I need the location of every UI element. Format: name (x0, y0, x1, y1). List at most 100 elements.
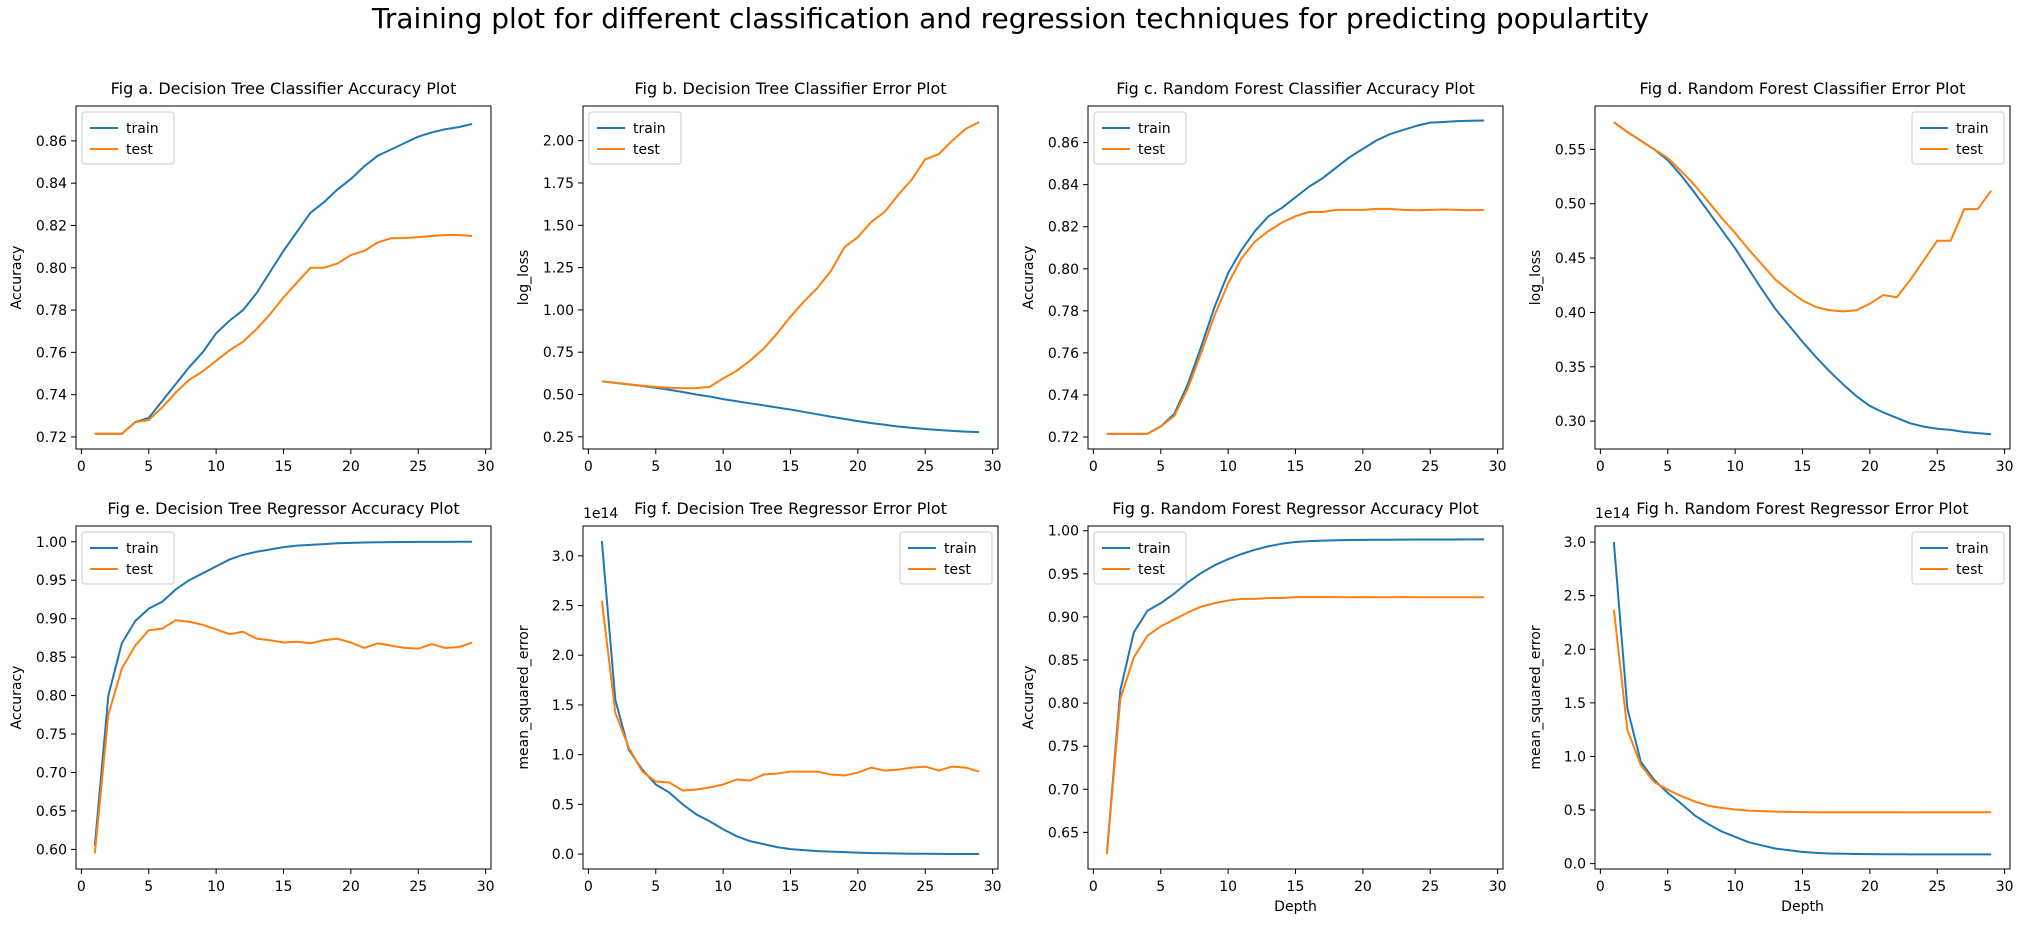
y-tick-label: 0.84 (36, 176, 67, 192)
y-axis-label: log_loss (516, 250, 532, 305)
x-tick-label: 20 (342, 879, 360, 895)
legend-label-test: test (633, 142, 660, 158)
legend-box (899, 531, 993, 585)
legend-label-test: test (944, 562, 971, 578)
series-line-test (600, 600, 980, 792)
x-tick-label: 15 (275, 879, 293, 895)
y-tick-label: 2.00 (543, 134, 574, 150)
legend: train test (81, 111, 175, 165)
y-tick-label: 0.75 (1048, 739, 1079, 755)
x-axis-label: Depth (1781, 899, 1824, 915)
x-tick-label: 10 (1726, 459, 1744, 475)
y-tick-label: 0.95 (1048, 567, 1079, 583)
legend-label-train: train (1956, 121, 1989, 137)
x-tick-label: 25 (409, 879, 427, 895)
series-line-test (93, 619, 473, 854)
y-tick-label: 1.0 (552, 748, 574, 764)
y-tick-label: 1.5 (552, 698, 574, 714)
x-tick-label: 5 (1663, 879, 1672, 895)
y-tick-label: 0.74 (36, 388, 67, 404)
series-line-test (601, 121, 980, 390)
legend-box (588, 111, 682, 165)
x-tick-label: 30 (477, 459, 495, 475)
x-tick-label: 10 (207, 459, 225, 475)
x-tick-label: 5 (1156, 879, 1165, 895)
y-tick-label: 0.82 (1048, 220, 1079, 236)
x-tick-label: 15 (1794, 879, 1812, 895)
x-tick-label: 25 (1928, 459, 1946, 475)
y-tick-label: 2.0 (552, 648, 574, 664)
y-tick-label: 0.25 (543, 430, 574, 446)
subplot-8: Fig h. Random Forest Regressor Error Plo… (1528, 499, 2014, 915)
y-tick-label: 2.5 (552, 599, 574, 615)
legend-label-train: train (633, 121, 666, 137)
y-tick-label: 0.85 (1048, 653, 1079, 669)
y-tick-label: 0.80 (1048, 696, 1079, 712)
x-tick-label: 30 (1996, 879, 2014, 895)
y-axis-label: mean_squared_error (1528, 625, 1544, 769)
series-line-train (601, 380, 980, 434)
legend-label-train: train (126, 121, 159, 137)
x-tick-label: 5 (1663, 459, 1672, 475)
subplot-title: Fig g. Random Forest Regressor Accuracy … (1112, 499, 1478, 518)
x-tick-label: 10 (1219, 459, 1237, 475)
y-tick-label: 0.72 (1048, 430, 1079, 446)
x-tick-label: 0 (77, 879, 86, 895)
x-tick-label: 30 (1489, 879, 1507, 895)
y-tick-label: 0.0 (1564, 857, 1586, 873)
x-tick-label: 5 (651, 459, 660, 475)
x-tick-label: 0 (1089, 879, 1098, 895)
x-tick-label: 20 (342, 459, 360, 475)
series-line-train (94, 122, 473, 435)
x-tick-label: 20 (1861, 879, 1879, 895)
y-tick-label: 0.76 (36, 345, 67, 361)
x-tick-label: 0 (1596, 459, 1605, 475)
y-tick-label: 0.75 (543, 345, 574, 361)
x-tick-label: 5 (144, 459, 153, 475)
legend-label-train: train (1138, 121, 1171, 137)
legend: train test (1093, 531, 1187, 585)
y-axis-label: Accuracy (9, 246, 25, 310)
y-tick-label: 0.70 (36, 765, 67, 781)
x-tick-label: 0 (584, 879, 593, 895)
y-tick-label: 0.45 (1555, 251, 1586, 267)
x-tick-label: 0 (584, 459, 593, 475)
legend: train test (899, 531, 993, 585)
x-tick-label: 15 (1794, 459, 1812, 475)
subplot-title: Fig b. Decision Tree Classifier Error Pl… (634, 79, 946, 98)
y-tick-label: 1.0 (1564, 749, 1586, 765)
subplot-6: Fig f. Decision Tree Regressor Error Plo… (516, 499, 1002, 895)
legend-label-test: test (126, 142, 153, 158)
y-axis-label: log_loss (1528, 250, 1544, 305)
legend-label-train: train (1956, 541, 1989, 557)
y-tick-label: 0.90 (1048, 610, 1079, 626)
y-tick-label: 0.65 (36, 804, 67, 820)
subplot-3: Fig c. Random Forest Classifier Accuracy… (1021, 79, 1507, 475)
x-axis-label: Depth (1274, 899, 1317, 915)
series-line-test (1612, 609, 1992, 814)
y-axis-label: Accuracy (9, 666, 25, 730)
y-tick-label: 0.90 (36, 612, 67, 628)
y-tick-label: 1.00 (543, 303, 574, 319)
x-tick-label: 25 (409, 459, 427, 475)
y-tick-label: 0.82 (36, 218, 67, 234)
x-tick-label: 25 (1928, 879, 1946, 895)
legend-box (81, 111, 175, 165)
subplot-title: Fig h. Random Forest Regressor Error Plo… (1636, 499, 1968, 518)
y-tick-label: 0.40 (1555, 305, 1586, 321)
y-tick-label: 0.85 (36, 650, 67, 666)
series-line-test (1105, 596, 1485, 855)
x-tick-label: 10 (1219, 879, 1237, 895)
x-tick-label: 15 (1287, 879, 1305, 895)
legend-label-test: test (1956, 562, 1983, 578)
x-tick-label: 20 (849, 459, 867, 475)
series-line-train (93, 540, 473, 846)
x-tick-label: 30 (1489, 459, 1507, 475)
x-tick-label: 20 (1354, 879, 1372, 895)
y-tick-label: 0.80 (1048, 262, 1079, 278)
y-tick-label: 0.80 (36, 689, 67, 705)
y-tick-label: 0.30 (1555, 414, 1586, 430)
subplot-title: Fig a. Decision Tree Classifier Accuracy… (111, 79, 457, 98)
y-tick-label: 0.0 (552, 847, 574, 863)
y-tick-label: 0.70 (1048, 782, 1079, 798)
